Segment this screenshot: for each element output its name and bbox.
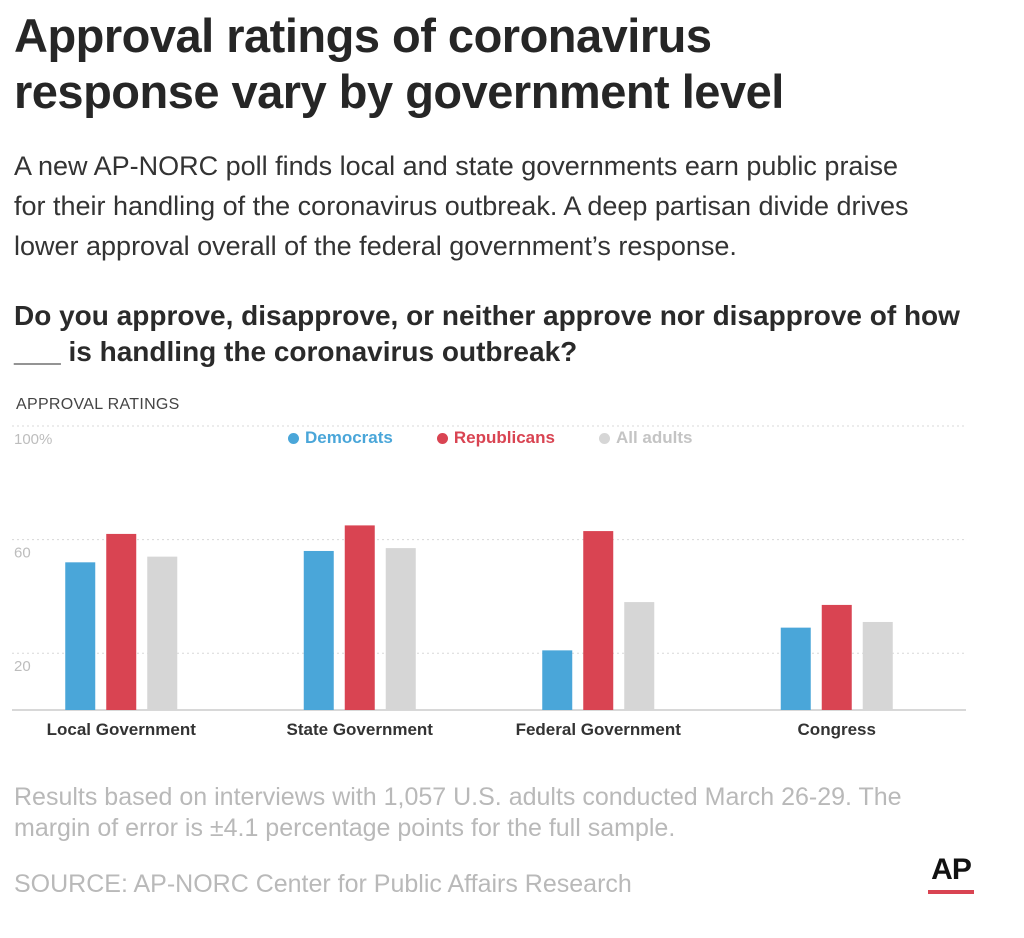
- bar-republicans-state-government: [344, 525, 375, 710]
- chart-title: Approval ratings of coronavirus response…: [14, 8, 1004, 120]
- x-tick-label-local-government: Local Government: [47, 720, 197, 739]
- y-tick-label-100: 100%: [14, 431, 52, 448]
- subtitle-line-2: for their handling of the coronavirus ou…: [14, 191, 909, 221]
- bar-democrats-federal-government: [542, 650, 573, 710]
- bar-all-adults-federal-government: [624, 602, 655, 710]
- legend-item-republicans: Republicans: [436, 428, 555, 448]
- bar-republicans-federal-government: [583, 531, 614, 710]
- survey-question: Do you approve, disapprove, or neither a…: [14, 298, 1004, 370]
- bar-all-adults-congress: [862, 621, 893, 710]
- legend: Democrats Republicans All adults: [288, 428, 692, 448]
- bar-democrats-local-government: [65, 562, 96, 710]
- legend-dot-all-adults: [598, 432, 610, 444]
- legend-label-all-adults: All adults: [615, 428, 693, 447]
- x-tick-label-federal-government: Federal Government: [516, 720, 682, 739]
- ap-logo-bar: [928, 890, 974, 894]
- legend-label-democrats: Democrats: [305, 428, 393, 447]
- bar-republicans-congress: [821, 604, 852, 710]
- note-line-2: margin of error is ±4.1 percentage point…: [14, 814, 676, 842]
- chart-subtitle: A new AP-NORC poll finds local and state…: [14, 146, 1004, 266]
- legend-dot-republicans: [436, 432, 448, 444]
- bar-all-adults-local-government: [147, 556, 178, 710]
- ap-logo: AP: [928, 852, 974, 894]
- legend-dot-democrats: [288, 432, 299, 444]
- bar-democrats-congress: [780, 627, 811, 710]
- chart-label: APPROVAL RATINGS: [16, 396, 180, 413]
- source-line: SOURCE: AP-NORC Center for Public Affair…: [14, 870, 632, 898]
- subtitle-line-1: A new AP-NORC poll finds local and state…: [14, 151, 898, 181]
- y-tick-label-20: 20: [14, 658, 31, 675]
- title-line-1: Approval ratings of coronavirus: [14, 9, 712, 62]
- legend-item-democrats: Democrats: [288, 428, 393, 448]
- y-tick-label-60: 60: [14, 545, 31, 562]
- ap-logo-text: AP: [931, 853, 972, 886]
- bar-chart: 100% 60 20 Local Government State Government…: [12, 425, 966, 739]
- x-tick-label-congress: Congress: [798, 720, 876, 739]
- question-line-2: ___ is handling the coronavirus outbreak…: [14, 336, 578, 367]
- question-line-1: Do you approve, disapprove, or neither a…: [14, 300, 960, 331]
- title-line-2: response vary by government level: [14, 65, 784, 118]
- legend-label-republicans: Republicans: [453, 428, 555, 447]
- x-tick-label-state-government: State Government: [287, 720, 434, 739]
- legend-item-all-adults: All adults: [598, 428, 693, 448]
- bar-all-adults-state-government: [385, 548, 416, 710]
- note-line-1: Results based on interviews with 1,057 U…: [14, 783, 902, 811]
- subtitle-line-3: lower approval overall of the federal go…: [14, 231, 737, 261]
- methodology-note: Results based on interviews with 1,057 U…: [14, 782, 1004, 844]
- bar-republicans-local-government: [106, 533, 137, 710]
- bar-democrats-state-government: [303, 550, 334, 710]
